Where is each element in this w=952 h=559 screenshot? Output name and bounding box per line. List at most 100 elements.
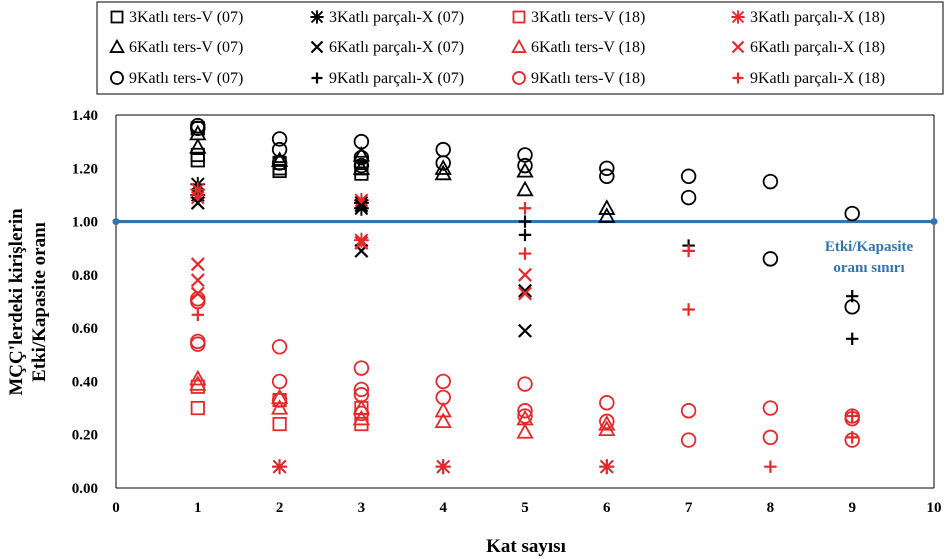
data-point [434,401,452,418]
legend-label: 9Katlı parçalı-X (07) [329,70,464,87]
data-point [434,159,452,175]
data-point [435,459,451,475]
data-point [190,153,205,168]
y-axis-label: MÇÇ'lerdeki kirişlerin Etki/Kapasite oran… [6,208,50,396]
data-point [762,429,779,446]
data-point [190,286,205,301]
data-point [517,147,533,163]
data-point [353,381,370,398]
y-tick-label: 0.00 [72,481,98,497]
data-point [352,159,371,175]
legend-marker [110,71,124,85]
data-point [190,257,205,272]
legend-marker [511,38,527,53]
data-point [682,303,695,316]
y-axis-label-line: Etki/Kapasite oranı [29,222,50,382]
data-point [682,244,695,258]
data-point [191,308,204,322]
data-point [680,189,697,206]
x-tick-label: 2 [276,500,284,516]
legend-marker [512,71,526,85]
data-point [190,273,205,288]
data-point [353,405,370,422]
series-group [518,215,859,345]
legend-marker [310,10,324,24]
limit-label-line: oranı sınırı [833,260,904,276]
data-point [353,360,370,376]
data-point [599,395,615,411]
data-point [271,155,288,171]
data-point [846,332,859,345]
data-point [190,336,206,352]
legend-label: 6Katlı parçalı-X (18) [750,39,885,56]
legend-item: 3Katlı parçalı-X (07) [310,9,464,26]
data-point [435,141,451,158]
data-point [354,235,369,250]
series-group [190,121,369,181]
data-point [190,379,205,394]
legend-label: 6Katlı ters-V (07) [129,39,243,56]
legend-marker [311,72,323,84]
x-tick-label: 10 [927,500,942,516]
x-tick-label: 9 [848,500,856,516]
series-group [190,182,615,475]
legend-label: 3Katlı parçalı-X (07) [329,9,464,26]
x-tick-label: 1 [194,500,202,516]
legend-item: 9Katlı ters-V (07) [110,70,243,87]
limit-line-end-marker [930,218,938,226]
data-point [354,198,369,213]
limit-label-line: Etki/Kapasite [825,239,914,255]
legend-marker [732,72,744,84]
legend-marker [110,10,124,24]
data-point [598,199,616,215]
tick-labels: 0 1 2 3 4 5 6 7 8 9 10 0.00 0.20 0.40 0.60 0.80 1.00 1.20… [72,108,942,516]
data-point [518,215,532,228]
data-point [190,190,206,206]
data-point [190,182,206,198]
x-tick-label: 6 [603,500,611,516]
y-tick-label: 1.00 [72,215,98,231]
data-point [272,416,287,432]
legend-label: 3Katlı ters-V (18) [531,9,645,26]
data-point [435,389,451,406]
data-point [599,168,615,184]
data-point [189,137,207,154]
data-point [680,403,697,419]
data-point [518,247,532,260]
legend-box [96,1,944,95]
data-point [599,160,615,177]
data-point [518,228,532,242]
data-point [599,413,615,430]
data-point [598,415,616,431]
data-point [270,151,289,167]
legend-item: 6Katlı ters-V (07) [109,38,243,56]
y-tick-label: 0.20 [72,428,98,444]
data-points [189,117,860,475]
legend-marker [731,10,745,24]
plot-frame [115,114,935,489]
x-tick-label: 0 [112,500,120,516]
data-point [353,387,370,403]
series-group [190,117,860,315]
data-point [271,131,288,147]
series-group [191,202,859,473]
data-point [270,399,289,415]
y-tick-label: 1.40 [72,108,98,124]
data-point [353,200,369,216]
legend-label: 3Katlı parçalı-X (18) [750,9,885,26]
legend-label: 6Katlı parçalı-X (07) [329,39,464,56]
data-point [846,431,859,444]
data-point [353,157,370,174]
data-point [435,373,451,390]
data-point [272,163,287,179]
data-point [190,400,205,416]
data-point [516,423,534,439]
legend-label: 3Katlı ters-V (07) [129,9,243,26]
data-point [190,293,206,310]
data-point [517,408,533,424]
data-point [353,192,369,208]
data-point [352,409,371,426]
data-point [598,207,616,223]
legend-item: 3Katlı ters-V (18) [512,9,645,26]
